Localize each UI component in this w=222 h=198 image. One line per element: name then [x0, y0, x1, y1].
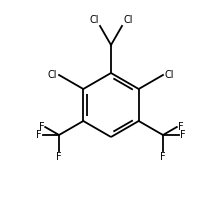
Text: Cl: Cl — [89, 15, 99, 25]
Text: F: F — [178, 122, 183, 132]
Text: Cl: Cl — [165, 70, 174, 80]
Text: F: F — [56, 152, 62, 162]
Text: F: F — [39, 122, 44, 132]
Text: F: F — [36, 130, 42, 140]
Text: F: F — [160, 152, 166, 162]
Text: Cl: Cl — [123, 15, 133, 25]
Text: Cl: Cl — [48, 70, 57, 80]
Text: F: F — [180, 130, 186, 140]
